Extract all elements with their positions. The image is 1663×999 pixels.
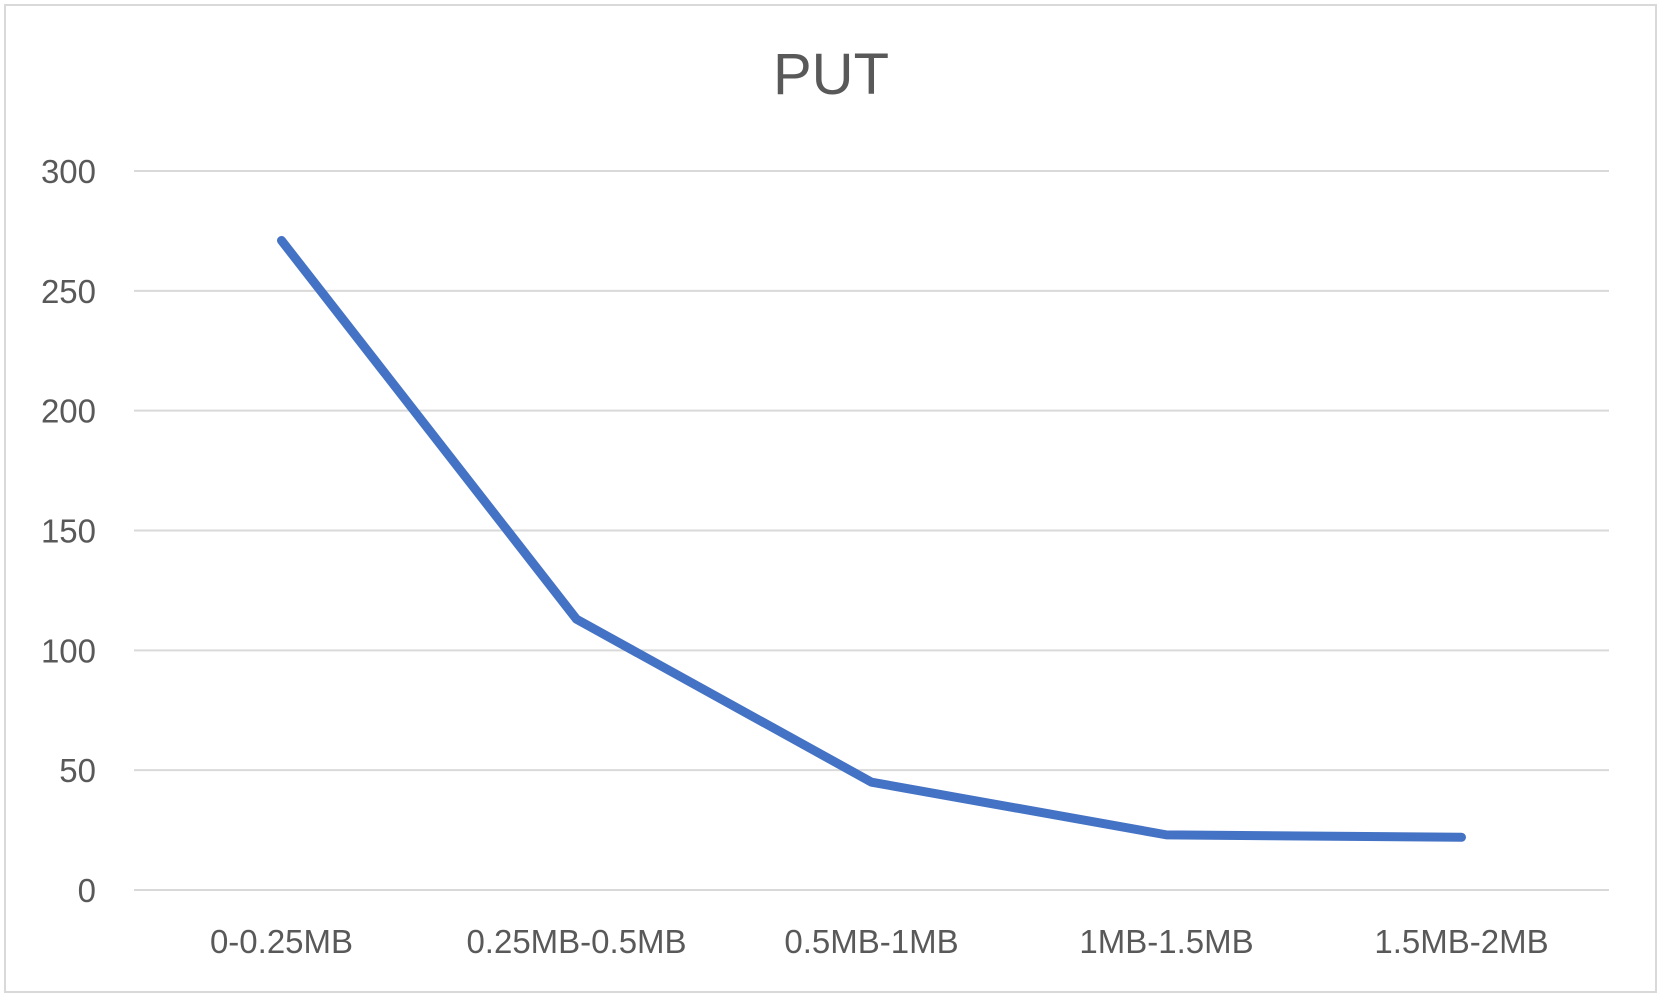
series-group	[277, 236, 1466, 842]
y-tick-label: 150	[41, 513, 96, 550]
gridlines	[134, 170, 1609, 891]
chart-frame	[4, 4, 1657, 993]
x-axis-ticks: 0-0.25MB 0.25MB-0.5MB 0.5MB-1MB 1MB-1.5MB 1.…	[210, 923, 1549, 960]
x-tick-label: 1.5MB-2MB	[1374, 923, 1548, 960]
y-tick-label: 250	[41, 273, 96, 310]
y-tick-label: 100	[41, 632, 96, 669]
x-tick-label: 0-0.25MB	[210, 923, 353, 960]
series-line-0	[277, 236, 1466, 842]
y-tick-label: 300	[41, 153, 96, 190]
y-tick-label: 0	[78, 872, 96, 909]
y-tick-label: 200	[41, 393, 96, 430]
y-axis-ticks: 0 50 100 150 200 250 300	[41, 153, 96, 909]
x-tick-label: 0.5MB-1MB	[784, 923, 958, 960]
x-tick-label: 0.25MB-0.5MB	[466, 923, 686, 960]
y-tick-label: 50	[59, 752, 96, 789]
chart-title: PUT	[773, 42, 889, 107]
x-tick-label: 1MB-1.5MB	[1079, 923, 1253, 960]
